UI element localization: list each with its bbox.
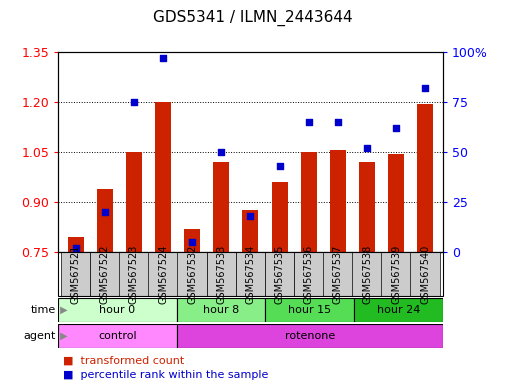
- Bar: [176, 298, 265, 322]
- Bar: [68, 237, 83, 252]
- Text: hour 8: hour 8: [203, 305, 238, 315]
- Bar: [242, 210, 258, 252]
- Bar: [184, 228, 200, 252]
- Point: [333, 119, 341, 125]
- Text: rotenone: rotenone: [284, 331, 334, 341]
- Point: [72, 245, 80, 251]
- Text: GSM567537: GSM567537: [332, 244, 342, 304]
- Bar: [176, 324, 442, 348]
- Point: [159, 55, 167, 61]
- Text: GSM567538: GSM567538: [361, 244, 371, 304]
- Point: [100, 209, 109, 215]
- Bar: [58, 298, 176, 322]
- Bar: [417, 104, 432, 252]
- Text: GSM567539: GSM567539: [390, 244, 400, 304]
- Point: [362, 145, 370, 151]
- Bar: [271, 182, 287, 252]
- Bar: [265, 298, 354, 322]
- Point: [275, 163, 283, 169]
- Text: GDS5341 / ILMN_2443644: GDS5341 / ILMN_2443644: [153, 10, 352, 26]
- Text: hour 24: hour 24: [376, 305, 419, 315]
- Point: [420, 85, 428, 91]
- Bar: [58, 324, 176, 348]
- Point: [246, 213, 254, 219]
- Text: hour 15: hour 15: [287, 305, 331, 315]
- Text: ▶: ▶: [57, 331, 67, 341]
- Point: [217, 149, 225, 155]
- Bar: [155, 102, 171, 252]
- Text: GSM567534: GSM567534: [245, 244, 255, 304]
- Text: agent: agent: [23, 331, 56, 341]
- Bar: [213, 162, 229, 252]
- Text: GSM567533: GSM567533: [216, 244, 226, 304]
- Text: ■  transformed count: ■ transformed count: [63, 355, 184, 365]
- Bar: [96, 189, 113, 252]
- Text: hour 0: hour 0: [99, 305, 135, 315]
- Point: [130, 99, 138, 105]
- Bar: [354, 298, 442, 322]
- Text: time: time: [30, 305, 56, 315]
- Bar: [300, 152, 316, 252]
- Text: ▶: ▶: [57, 305, 67, 315]
- Text: GSM567521: GSM567521: [71, 244, 80, 304]
- Text: GSM567540: GSM567540: [420, 244, 429, 304]
- Point: [304, 119, 312, 125]
- Text: GSM567532: GSM567532: [187, 244, 197, 304]
- Text: ■  percentile rank within the sample: ■ percentile rank within the sample: [63, 370, 268, 380]
- Bar: [126, 152, 142, 252]
- Bar: [387, 154, 403, 252]
- Point: [391, 125, 399, 131]
- Point: [188, 239, 196, 245]
- Text: GSM567522: GSM567522: [99, 244, 110, 304]
- Bar: [329, 151, 345, 252]
- Text: GSM567535: GSM567535: [274, 244, 284, 304]
- Text: GSM567523: GSM567523: [129, 244, 139, 304]
- Text: control: control: [98, 331, 136, 341]
- Text: GSM567524: GSM567524: [158, 244, 168, 304]
- Bar: [358, 162, 374, 252]
- Text: GSM567536: GSM567536: [303, 244, 313, 304]
